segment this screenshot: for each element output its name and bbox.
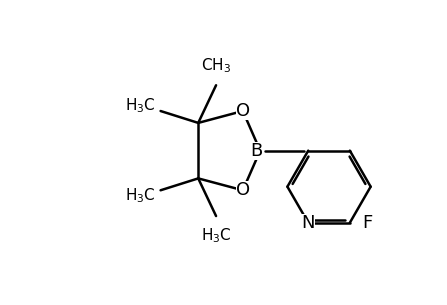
Text: CH$_3$: CH$_3$	[201, 57, 231, 75]
Text: H$_3$C: H$_3$C	[201, 226, 232, 245]
Text: F: F	[363, 214, 373, 232]
Text: H$_3$C: H$_3$C	[125, 186, 156, 205]
Text: O: O	[236, 102, 250, 120]
Text: H$_3$C: H$_3$C	[125, 97, 156, 115]
Text: O: O	[236, 181, 250, 199]
Text: N: N	[301, 214, 315, 232]
Text: B: B	[251, 142, 263, 160]
